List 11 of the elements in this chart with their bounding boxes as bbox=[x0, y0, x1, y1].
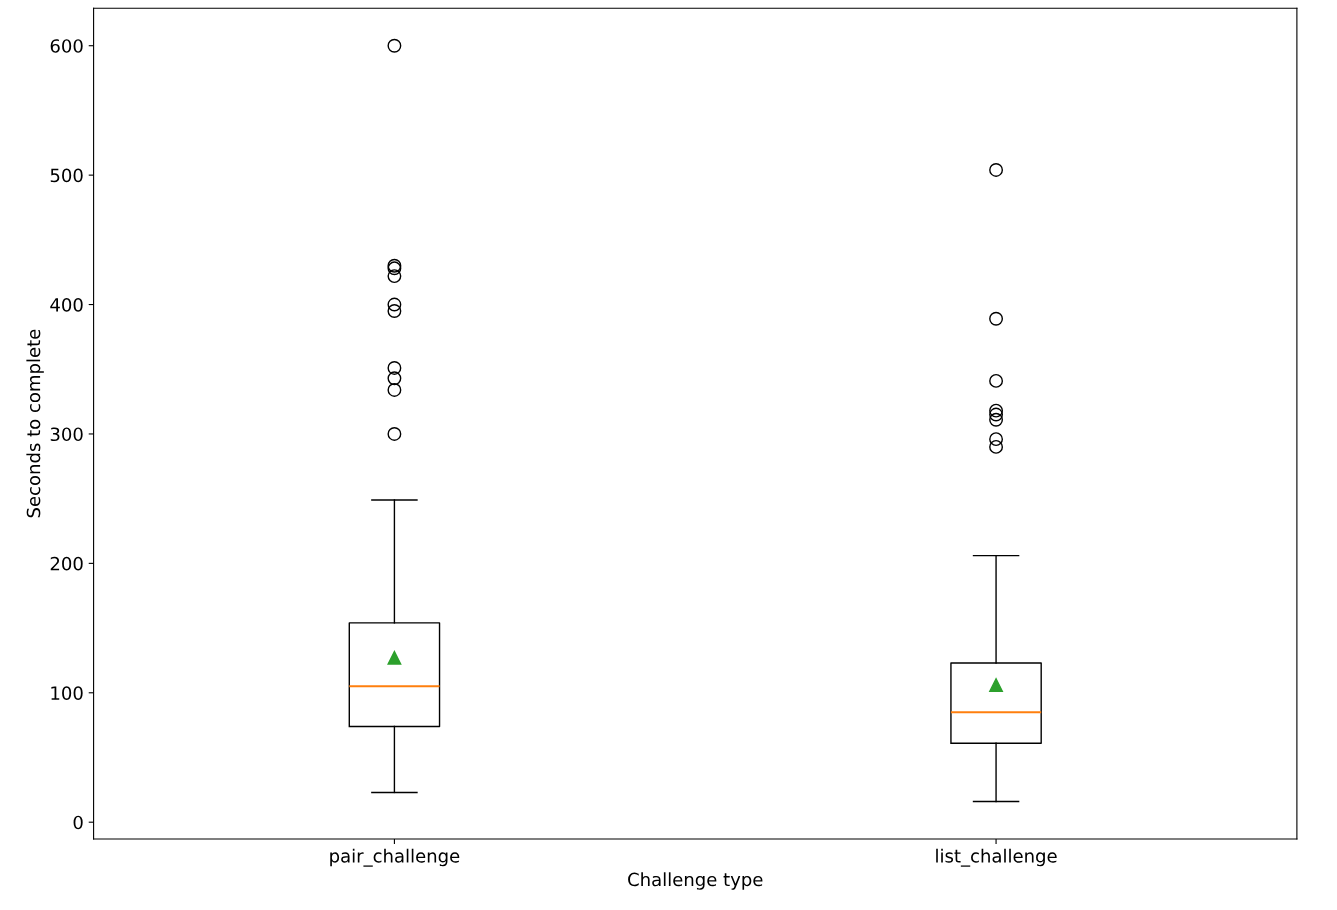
y-axis-title: Seconds to complete bbox=[26, 329, 44, 518]
y-tick-label: 400 bbox=[50, 298, 83, 312]
y-tick-label: 0 bbox=[73, 815, 83, 830]
y-tick-label: 600 bbox=[50, 39, 83, 53]
y-tick-label: 500 bbox=[50, 168, 83, 183]
y-tick-label: 300 bbox=[50, 427, 83, 442]
y-tick-label: 100 bbox=[51, 686, 83, 700]
y-tick-label: 200 bbox=[50, 556, 83, 571]
x-axis-title: Challenge type bbox=[628, 872, 763, 890]
x-tick-label: list_challenge bbox=[936, 848, 1057, 867]
x-tick-label: pair_challenge bbox=[330, 848, 460, 867]
